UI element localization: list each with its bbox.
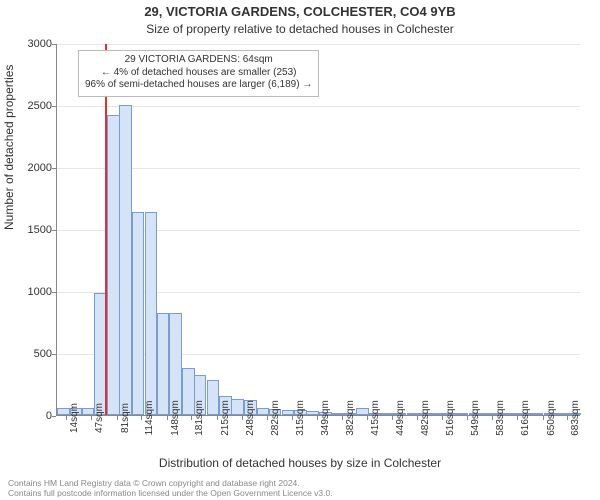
chart-subtitle: Size of property relative to detached ho…: [0, 22, 600, 36]
x-axis-label: Distribution of detached houses by size …: [0, 456, 600, 470]
histogram-bar: [531, 413, 544, 415]
histogram-bar: [107, 115, 120, 415]
x-tick-mark: [492, 416, 493, 420]
x-tick-mark: [217, 416, 218, 420]
x-tick-label: 583sqm: [495, 400, 506, 436]
x-tick-mark: [292, 416, 293, 420]
x-tick-label: 47sqm: [94, 403, 105, 433]
y-tick-label: 2500: [8, 100, 52, 112]
x-tick-mark: [141, 416, 142, 420]
x-tick-mark: [567, 416, 568, 420]
y-tick-label: 500: [8, 348, 52, 360]
x-tick-mark: [467, 416, 468, 420]
x-tick-label: 616sqm: [520, 400, 531, 436]
y-tick-mark: [52, 230, 56, 231]
x-tick-label: 248sqm: [245, 400, 256, 436]
histogram-bar: [556, 413, 569, 415]
x-tick-mark: [442, 416, 443, 420]
histogram-bar: [282, 410, 295, 415]
y-tick-label: 2000: [8, 162, 52, 174]
x-tick-mark: [392, 416, 393, 420]
annotation-line-3: 96% of semi-detached houses are larger (…: [85, 79, 312, 92]
x-tick-label: 14sqm: [69, 403, 80, 433]
annotation-line-1: 29 VICTORIA GARDENS: 64sqm: [85, 54, 312, 67]
histogram-bar: [257, 408, 270, 415]
x-tick-mark: [367, 416, 368, 420]
histogram-bar: [207, 380, 220, 415]
y-tick-label: 1000: [8, 286, 52, 298]
histogram-bar: [332, 413, 345, 415]
y-tick-mark: [52, 106, 56, 107]
grid-line: [57, 106, 580, 107]
property-marker-line: [105, 44, 107, 415]
y-tick-label: 3000: [8, 38, 52, 50]
x-tick-label: 683sqm: [570, 400, 581, 436]
footer-attribution: Contains HM Land Registry data © Crown c…: [8, 478, 333, 498]
histogram-bar: [132, 212, 145, 415]
x-tick-mark: [267, 416, 268, 420]
x-tick-label: 650sqm: [546, 400, 557, 436]
footer-line-1: Contains HM Land Registry data © Crown c…: [8, 478, 333, 488]
y-axis-label: Number of detached properties: [2, 65, 16, 230]
histogram-bar: [306, 411, 319, 415]
chart-container: 29, VICTORIA GARDENS, COLCHESTER, CO4 9Y…: [0, 0, 600, 500]
x-tick-mark: [191, 416, 192, 420]
histogram-bar: [481, 413, 494, 415]
x-tick-label: 114sqm: [144, 401, 155, 436]
histogram-bar: [506, 413, 519, 415]
x-tick-mark: [543, 416, 544, 420]
histogram-bar: [356, 408, 369, 415]
y-tick-mark: [52, 416, 56, 417]
histogram-bar: [231, 399, 244, 415]
x-tick-mark: [117, 416, 118, 420]
histogram-bar: [119, 105, 132, 415]
x-tick-mark: [342, 416, 343, 420]
grid-line: [57, 168, 580, 169]
y-tick-mark: [52, 292, 56, 293]
histogram-bar: [82, 408, 95, 415]
y-tick-label: 1500: [8, 224, 52, 236]
x-tick-mark: [417, 416, 418, 420]
footer-line-2: Contains full postcode information licen…: [8, 488, 333, 498]
x-tick-label: 349sqm: [320, 400, 331, 436]
x-tick-label: 181sqm: [194, 400, 205, 436]
x-tick-label: 516sqm: [445, 400, 456, 436]
histogram-bar: [456, 413, 469, 415]
histogram-bar: [431, 413, 444, 415]
x-tick-mark: [242, 416, 243, 420]
chart-title: 29, VICTORIA GARDENS, COLCHESTER, CO4 9Y…: [0, 4, 600, 19]
x-tick-label: 449sqm: [395, 400, 406, 436]
histogram-bar: [407, 413, 420, 415]
x-tick-label: 382sqm: [345, 400, 356, 436]
plot-area: [56, 44, 580, 416]
x-tick-label: 148sqm: [170, 400, 181, 436]
grid-line: [57, 44, 580, 45]
histogram-bar: [157, 313, 170, 415]
annotation-box: 29 VICTORIA GARDENS: 64sqm ← 4% of detac…: [78, 50, 319, 97]
x-tick-mark: [167, 416, 168, 420]
y-tick-mark: [52, 168, 56, 169]
y-tick-label: 0: [8, 410, 52, 422]
x-tick-mark: [517, 416, 518, 420]
x-tick-label: 81sqm: [120, 403, 131, 433]
annotation-line-2: ← 4% of detached houses are smaller (253…: [85, 67, 312, 80]
x-tick-label: 282sqm: [270, 400, 281, 436]
x-tick-label: 415sqm: [370, 400, 381, 436]
y-tick-mark: [52, 44, 56, 45]
histogram-bar: [182, 368, 195, 415]
histogram-bar: [381, 413, 394, 415]
y-tick-mark: [52, 354, 56, 355]
x-tick-mark: [91, 416, 92, 420]
x-tick-mark: [66, 416, 67, 420]
x-tick-label: 215sqm: [220, 400, 231, 436]
histogram-bar: [145, 212, 158, 415]
x-tick-label: 315sqm: [295, 400, 306, 436]
x-tick-label: 549sqm: [470, 400, 481, 436]
x-tick-label: 482sqm: [420, 400, 431, 436]
x-tick-mark: [317, 416, 318, 420]
histogram-bar: [57, 408, 70, 415]
